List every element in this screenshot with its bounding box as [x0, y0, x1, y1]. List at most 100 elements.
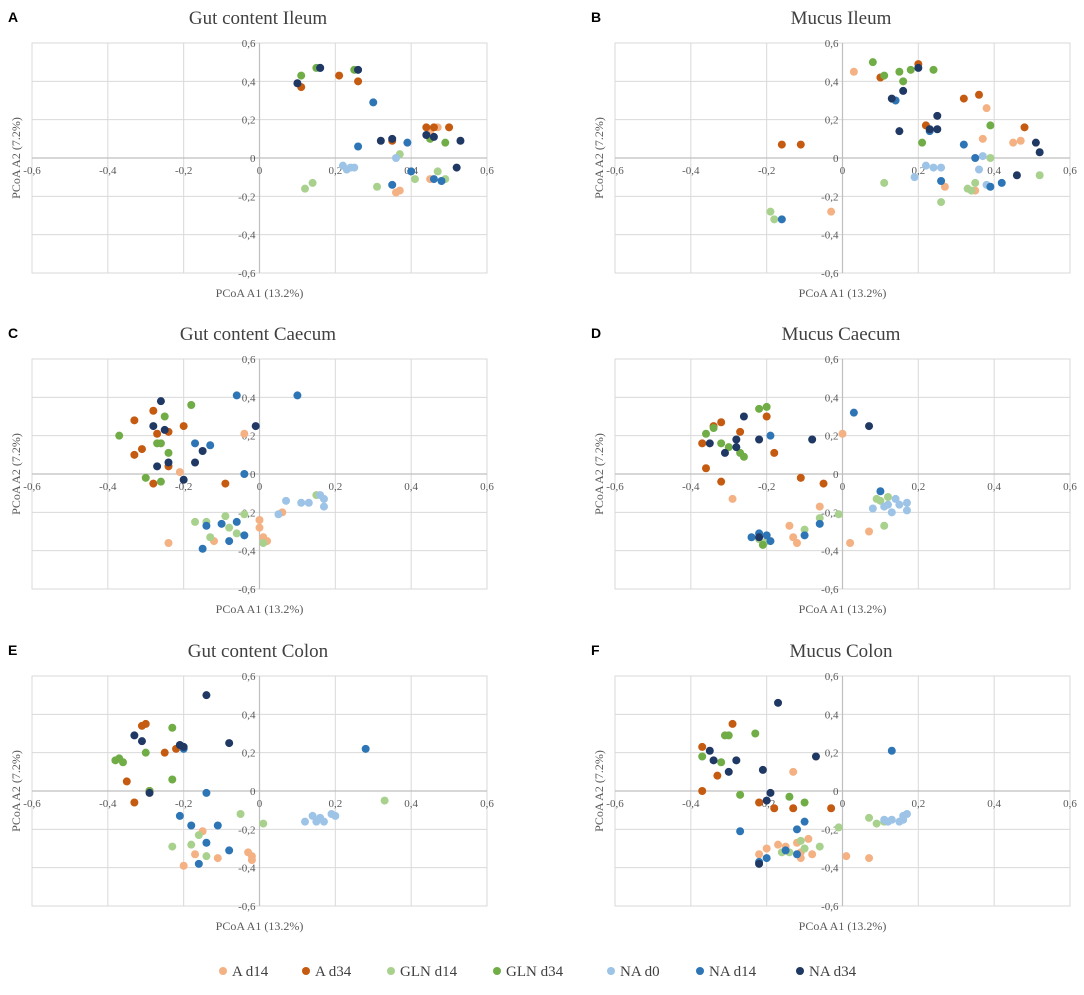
panel-b-point-na-d0: [921, 161, 930, 170]
panel-d-point-na-d14: [849, 408, 858, 417]
panel-c-x-tick-label: -0,4: [99, 481, 117, 493]
panel-f-y-tick-label: -0,6: [821, 901, 839, 913]
panel-e-x-tick-label: -0,2: [175, 798, 192, 810]
panel-a-point-gln-d14: [433, 167, 442, 176]
panel-f-point-gln-d14: [815, 842, 824, 851]
legend-marker-a-d34: [302, 967, 310, 975]
panel-e-point-na-d34: [145, 788, 154, 797]
panel-c-series-na-d14: [191, 391, 302, 553]
panel-c-point-gln-d14: [221, 512, 230, 521]
panel-e-point-na-d0: [327, 810, 336, 818]
panel-f-point-gln-d34: [751, 729, 760, 738]
panel-f-x-tick-label: -0,4: [682, 798, 700, 810]
legend-label-a-d34: A d34: [315, 964, 352, 980]
panel-d-x-tick-label: 0,6: [1063, 481, 1077, 493]
panel-d-point-na-d14: [766, 431, 775, 440]
panel-f-point-gln-d14: [834, 823, 843, 832]
panel-d-x-tick-label: 0: [840, 481, 846, 493]
panel-c-point-gln-d14: [191, 517, 200, 526]
panel-a-y-tick-label: -0,4: [238, 230, 256, 242]
panel-b-title: Mucus Ileum: [791, 8, 892, 29]
panel-c-point-a-d34: [221, 479, 230, 488]
panel-c-y-axis-label: PCoA A2 (7.2%): [9, 433, 23, 515]
panel-e-point-gln-d14: [259, 819, 268, 828]
panel-a-x-tick-label: 0: [257, 165, 263, 177]
panel-e-x-tick-label: 0,4: [404, 798, 418, 810]
panel-e-x-tick-label: 0: [257, 798, 263, 810]
panel-d-point-a-d14: [789, 533, 798, 542]
panel-d-point-na-d0: [884, 500, 892, 509]
panel-c-point-na-d14: [202, 521, 211, 530]
panel-f-point-a-d14: [774, 840, 783, 849]
panel-a-x-tick-label: 0,6: [480, 165, 494, 177]
panel-f-point-na-d34: [755, 859, 764, 868]
panel-d-series-na-d34: [705, 412, 874, 542]
panel-d-point-gln-d34: [709, 424, 718, 432]
panel-b-point-a-d34: [1020, 123, 1029, 132]
panel-d-point-a-d34: [717, 418, 726, 427]
panel-d-point-na-d0: [891, 494, 900, 503]
panel-c-point-gln-d34: [156, 439, 165, 448]
panel-f-point-na-d0: [887, 815, 896, 824]
panel-c-y-tick-label: 0,6: [242, 354, 256, 366]
panel-a-x-axis-label: PCoA A1 (13.2%): [216, 286, 304, 300]
panel-b-point-na-d0: [975, 165, 983, 174]
panel-d-point-a-d34: [736, 427, 745, 436]
panel-b-point-a-d14: [940, 182, 949, 191]
panel-d-point-gln-d14: [800, 525, 809, 534]
panel-c-point-a-d34: [179, 422, 188, 431]
panel-d-point-na-d14: [815, 519, 824, 528]
panel-b-point-na-d0: [910, 173, 919, 182]
panel-d-point-gln-d34: [762, 402, 771, 411]
panel-c-point-na-d34: [153, 462, 162, 471]
panel-b-point-gln-d34: [899, 77, 908, 86]
panel-b-point-na-d34: [914, 63, 923, 72]
panel-b-point-gln-d14: [1035, 171, 1044, 180]
panel-e-point-na-d34: [130, 731, 139, 740]
panel-f-series-a-d14: [755, 767, 874, 863]
panel-d-point-na-d34: [865, 422, 874, 431]
panel-a-x-tick-label: -0,2: [175, 165, 192, 177]
panel-c-point-gln-d34: [187, 401, 196, 409]
panel-c-point-na-d34: [198, 447, 207, 455]
panel-f-point-gln-d34: [785, 792, 794, 801]
panel-c: C Gut content Caecum -0,6 -0,4 -0,2 0 0,2 0,4 0,…: [8, 324, 494, 616]
panel-f-point-na-d14: [793, 850, 801, 859]
panel-e-series-gln-d34: [111, 723, 177, 795]
panel-f-point-a-d14: [842, 852, 851, 861]
panel-d-series-na-d0: [868, 494, 911, 517]
panel-e-point-gln-d34: [168, 775, 177, 784]
panel-d-point-a-d14: [846, 539, 855, 547]
panel-b-point-gln-d14: [971, 178, 980, 187]
panel-f-series-a-d34: [698, 719, 836, 813]
panel-b-series-a-d34: [777, 60, 1029, 149]
panel-d-x-axis-label: PCoA A1 (13.2%): [799, 602, 887, 616]
panel-f-x-tick-label: 0,4: [987, 798, 1001, 810]
panel-b-point-gln-d14: [880, 178, 889, 187]
panel-d-point-gln-d14: [884, 493, 892, 501]
panel-d-series-gln-d34: [702, 402, 771, 549]
panel-a-point-na-d14: [403, 138, 412, 147]
panel-b-point-na-d34: [933, 125, 942, 134]
panel-d-point-a-d34: [702, 464, 710, 473]
panel-f-point-gln-d34: [698, 752, 707, 761]
panel-f-point-a-d34: [755, 798, 764, 807]
panel-f-x-tick-label: -0,6: [606, 798, 624, 810]
panel-b-point-gln-d34: [880, 71, 889, 80]
panel-f-point-na-d34: [724, 767, 733, 776]
panel-d-point-na-d14: [766, 537, 775, 546]
panel-b: B Mucus Ileum -0,6 -0,4 -0,2 0 0,2 0,4 0,6 0,6 0,4…: [591, 8, 1077, 300]
panel-d-point-na-d14: [800, 531, 809, 540]
panel-f-point-na-d34: [774, 698, 783, 707]
panel-e-point-gln-d14: [236, 810, 245, 818]
panel-d-y-tick-label: 0,2: [825, 431, 839, 443]
panel-f-point-a-d34: [789, 804, 798, 813]
panel-e-y-tick-label: -0,6: [238, 901, 256, 913]
panel-f-y-tick-label: 0,4: [825, 709, 839, 721]
legend-marker-gln-d14: [387, 967, 395, 975]
panel-e-point-na-d14: [187, 821, 196, 830]
panel-c-point-na-d14: [293, 391, 302, 400]
panel-b-x-tick-label: -0,2: [758, 165, 775, 177]
panel-b-point-na-d0: [978, 152, 987, 161]
